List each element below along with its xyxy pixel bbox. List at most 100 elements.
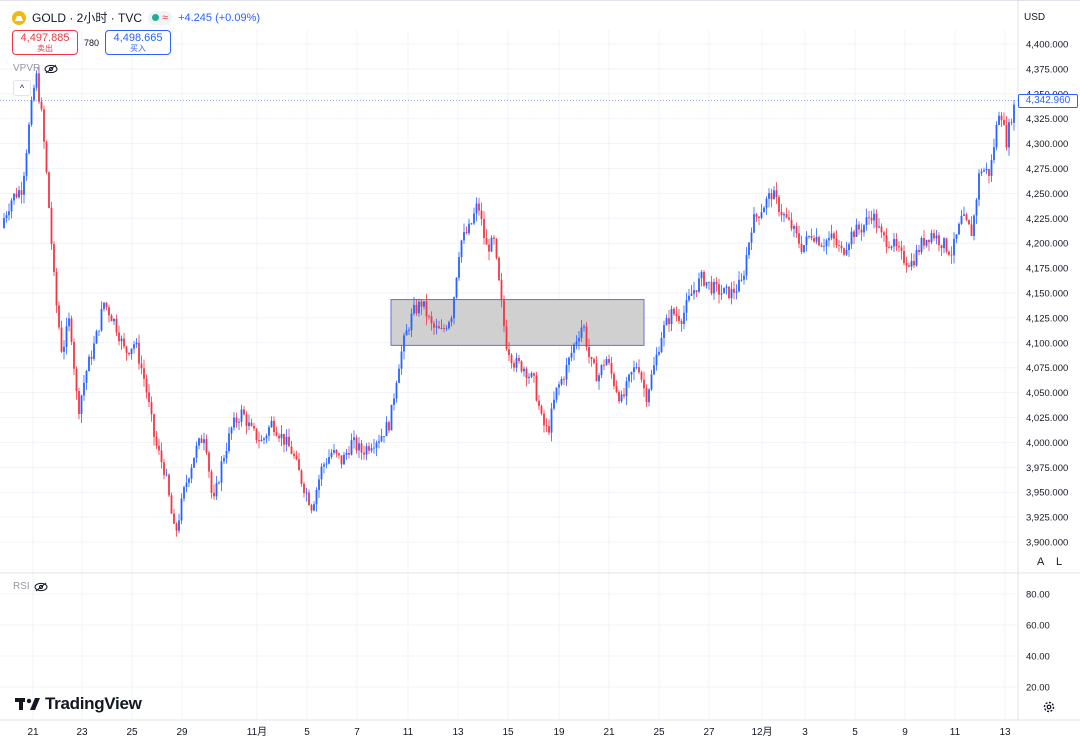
candle-body-up <box>203 439 205 443</box>
candle-body-up <box>635 367 638 369</box>
candle-body-up <box>263 438 265 440</box>
gold-logo-icon <box>12 10 26 25</box>
candle-body-up <box>748 242 750 256</box>
symbol-title[interactable]: GOLD · 2小时 · TVC <box>32 11 143 25</box>
candle-body-up <box>458 257 460 278</box>
candle-body-up <box>390 404 393 431</box>
candle-body-down <box>675 314 678 316</box>
sell-button[interactable]: 4,497.885 卖出 <box>12 30 78 55</box>
candle-body-up <box>383 436 385 437</box>
collapse-chevron-up-icon[interactable]: ^ <box>13 80 31 96</box>
candle-body-down <box>478 203 480 211</box>
candle-body-down <box>520 361 523 372</box>
candle-body-up <box>690 293 693 296</box>
candle-body-down <box>1000 115 1003 120</box>
candle-body-down <box>368 446 370 451</box>
candle-body-down <box>155 436 158 446</box>
candle-body-down <box>245 414 248 427</box>
candle-body-up <box>413 304 415 314</box>
candle-body-up <box>560 379 563 385</box>
log-scale-button[interactable]: L <box>1056 556 1063 568</box>
candle-body-down <box>308 492 310 505</box>
candle-body-up <box>823 246 825 247</box>
candle-body-down <box>443 328 445 329</box>
candle-body-down <box>153 414 155 437</box>
candle-body-up <box>398 368 400 383</box>
candle-body-down <box>338 453 340 456</box>
candle-body-up <box>863 225 865 233</box>
candle-body-down <box>488 244 490 252</box>
date-tick-label: 25 <box>653 727 665 738</box>
tradingview-logo[interactable]: TradingView <box>15 694 142 714</box>
candle-body-up <box>280 433 283 439</box>
candle-body-down <box>160 450 163 463</box>
candle-body-up <box>973 215 975 236</box>
candle-body-up <box>233 417 235 428</box>
candle-body-down <box>785 214 788 218</box>
candle-body-up <box>648 389 650 403</box>
candle-body-up <box>223 458 225 462</box>
candle-body-up <box>745 255 748 276</box>
candle-body-up <box>960 215 963 224</box>
price-tick-label: 4,400.000 <box>1026 40 1068 51</box>
candle-body-down <box>853 231 855 237</box>
candle-body-down <box>360 443 363 453</box>
candle-body-down <box>20 190 23 195</box>
candle-body-down <box>820 245 823 247</box>
candle-body-down <box>363 452 365 455</box>
candle-body-up <box>665 318 668 326</box>
candle-body-up <box>378 441 380 443</box>
candle-body-down <box>298 459 300 471</box>
candle-body-down <box>483 219 485 239</box>
rsi-indicator[interactable]: RSI <box>13 581 48 592</box>
symbol-header[interactable]: GOLD · 2小时 · TVC ≈ +4.245 (+0.09%) <box>12 9 260 26</box>
candle-body-down <box>545 425 548 427</box>
candle-body-up <box>418 301 420 314</box>
candle-body-up <box>990 160 993 176</box>
candle-body-down <box>908 265 910 267</box>
candle-body-up <box>313 504 315 511</box>
candle-body-down <box>970 224 973 236</box>
buy-button[interactable]: 4,498.665 买入 <box>105 30 171 55</box>
candle-body-down <box>513 363 515 368</box>
auto-scale-button[interactable]: A <box>1037 556 1045 568</box>
candle-body-down <box>428 316 430 318</box>
candle-body-down <box>615 385 618 392</box>
candle-body-up <box>893 239 895 247</box>
candle-body-down <box>250 422 253 426</box>
candle-body-down <box>293 453 295 457</box>
candle-body-down <box>300 470 303 484</box>
candle-body-up <box>953 238 955 256</box>
vpvr-indicator[interactable]: VPVR <box>13 63 58 74</box>
price-tick-label: 3,950.000 <box>1026 488 1068 499</box>
candle-body-down <box>858 224 860 230</box>
eye-hidden-icon[interactable] <box>44 64 58 74</box>
eye-hidden-icon[interactable] <box>34 582 48 592</box>
candle-body-up <box>65 326 68 347</box>
date-tick-label: 13 <box>452 727 464 738</box>
candle-body-up <box>568 357 570 365</box>
date-tick-label: 12月 <box>751 726 772 738</box>
date-tick-label: 21 <box>603 727 615 738</box>
market-status[interactable]: ≈ <box>148 10 173 25</box>
price-tick-label: 4,275.000 <box>1026 164 1068 175</box>
candle-body-up <box>240 409 243 422</box>
candle-body-down <box>508 349 510 355</box>
candle-body-up <box>683 312 685 324</box>
candle-body-down <box>533 373 535 376</box>
candle-body-up <box>35 73 38 88</box>
candle-body-down <box>833 233 835 239</box>
candle-body-up <box>195 445 198 458</box>
candle-body-up <box>768 193 770 199</box>
candle-body-up <box>620 394 623 402</box>
settings-gear-icon[interactable] <box>1042 700 1056 714</box>
candle-body-down <box>205 439 208 453</box>
rsi-tick-label: 40.00 <box>1026 652 1050 663</box>
candle-body-down <box>885 235 888 247</box>
candle-body-down <box>60 327 63 352</box>
candle-body-up <box>343 454 345 465</box>
candle-body-down <box>703 271 705 286</box>
currency-selector[interactable]: USD <box>1024 12 1046 23</box>
